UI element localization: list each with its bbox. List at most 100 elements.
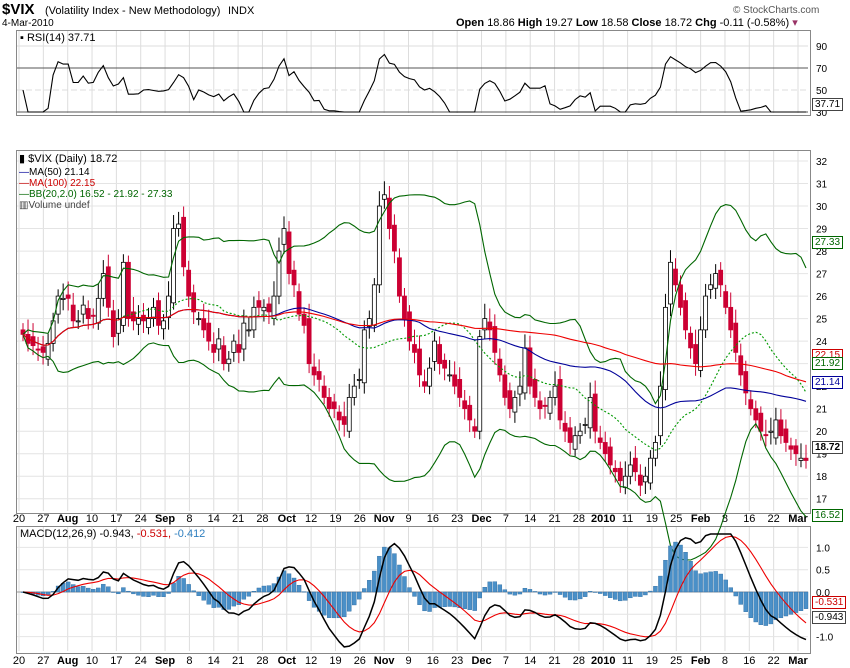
x-tick-label: 11 bbox=[622, 655, 633, 667]
candle-body bbox=[748, 399, 754, 410]
macd-histogram-bar bbox=[296, 585, 302, 593]
legend-ma50-label: MA(50) 21.14 bbox=[29, 167, 90, 178]
x-tick-label: 25 bbox=[670, 513, 682, 525]
macd-histogram-bar bbox=[487, 581, 492, 593]
x-tick-label: Dec bbox=[471, 655, 491, 667]
x-tick-label: Mar bbox=[788, 655, 808, 667]
source-credit: © StockCharts.com bbox=[733, 5, 820, 16]
candle-body bbox=[40, 346, 46, 353]
macd-histogram-bar bbox=[497, 584, 503, 593]
candle-body bbox=[221, 345, 227, 365]
macd-histogram-bar bbox=[186, 584, 191, 593]
candle-body bbox=[176, 223, 181, 229]
candle-body bbox=[557, 379, 563, 421]
candle-body bbox=[602, 442, 608, 455]
candle-body bbox=[788, 445, 794, 450]
candle-body bbox=[437, 344, 442, 365]
candle-body bbox=[161, 320, 166, 330]
macd-histogram-bar bbox=[146, 591, 151, 597]
candle-body bbox=[668, 261, 673, 305]
high-value: 19.27 bbox=[545, 17, 573, 29]
x-tick-label: 28 bbox=[573, 655, 585, 667]
down-triangle-icon: ▾ bbox=[792, 17, 798, 29]
candle-body bbox=[105, 266, 111, 308]
candle-body bbox=[231, 340, 237, 353]
candle-body bbox=[442, 359, 448, 369]
candle-body bbox=[402, 295, 407, 320]
candle-body bbox=[562, 422, 568, 432]
candle-body bbox=[778, 419, 784, 437]
open-value: 18.86 bbox=[487, 17, 515, 29]
candle-body bbox=[432, 340, 437, 362]
x-tick-label: Aug bbox=[57, 513, 78, 525]
legend-vix-label: $VIX (Daily) 18.72 bbox=[28, 153, 118, 165]
candle-body bbox=[617, 467, 623, 482]
price-tick-label: 25 bbox=[816, 315, 828, 326]
macd-histogram-bar bbox=[437, 591, 442, 608]
macd-histogram-bar bbox=[432, 591, 437, 608]
candle-body bbox=[552, 385, 558, 398]
candle-body bbox=[713, 273, 719, 289]
macd-histogram-bar bbox=[91, 589, 96, 593]
macd-histogram-bar bbox=[321, 591, 327, 616]
macd-histogram-bar bbox=[387, 547, 392, 593]
candle-body bbox=[321, 385, 327, 398]
price-tick-label: 21 bbox=[816, 405, 828, 416]
candle-body bbox=[738, 355, 744, 376]
candle-body bbox=[392, 224, 397, 252]
x-tick-label: 21 bbox=[548, 655, 560, 667]
candle-body bbox=[206, 322, 212, 342]
candle-body bbox=[291, 269, 297, 286]
macd-histogram-bar bbox=[562, 591, 568, 598]
candle-body bbox=[306, 318, 312, 365]
x-tick-label: 20 bbox=[13, 513, 25, 525]
x-tick-label: 22 bbox=[768, 513, 780, 525]
candle-body bbox=[356, 379, 362, 381]
x-tick-label: 27 bbox=[37, 513, 49, 525]
candle-body bbox=[427, 367, 432, 387]
candle-body bbox=[793, 445, 799, 455]
rsi-tick-label: 50 bbox=[816, 86, 828, 97]
macd-histogram-bar bbox=[542, 591, 548, 596]
candle-body bbox=[171, 228, 176, 304]
macd-histogram-bar bbox=[382, 546, 387, 593]
bb-mid-tag: 21.92 bbox=[812, 357, 844, 370]
x-tick-label: 28 bbox=[573, 513, 585, 525]
macd-histogram-bar bbox=[648, 590, 653, 593]
x-tick-label: 12 bbox=[305, 655, 317, 667]
x-tick-label: 21 bbox=[232, 655, 244, 667]
macd-histogram-bar bbox=[291, 577, 297, 593]
macd-histogram-bar bbox=[472, 591, 477, 611]
macd-histogram-bar bbox=[502, 589, 508, 593]
x-tick-label: 24 bbox=[135, 513, 147, 525]
macd-histogram-bar bbox=[256, 587, 262, 593]
macd-histogram-bar bbox=[121, 587, 126, 593]
candle-body bbox=[316, 371, 322, 380]
close-value: 18.72 bbox=[664, 17, 693, 29]
macd-tick-label: -1.0 bbox=[816, 633, 834, 644]
macd-histogram-bar bbox=[572, 591, 578, 601]
macd-histogram-bar bbox=[342, 591, 347, 618]
candle-body bbox=[407, 311, 412, 342]
x-tick-label: 9 bbox=[405, 655, 411, 667]
macd-histogram-bar bbox=[628, 591, 633, 599]
x-tick-label: 12 bbox=[305, 513, 317, 525]
rsi-panel bbox=[16, 30, 811, 116]
x-tick-label: 2010 bbox=[591, 513, 615, 525]
bb-line-icon: — bbox=[19, 189, 29, 200]
macd-histogram-bar bbox=[613, 591, 618, 600]
macd-histogram-bar bbox=[412, 591, 417, 597]
macd-histogram-bar bbox=[618, 591, 623, 602]
price-tick-label: 24 bbox=[816, 337, 828, 348]
macd-histogram-bar bbox=[633, 591, 638, 597]
symbol: $VIX bbox=[2, 1, 35, 18]
macd-histogram-bar bbox=[362, 588, 367, 593]
price-tick-label: 17 bbox=[816, 495, 828, 506]
candle-body bbox=[728, 306, 734, 331]
price-tick-label: 32 bbox=[816, 157, 828, 168]
macd-histogram-bar bbox=[552, 591, 558, 593]
macd-histogram-bar bbox=[698, 573, 703, 593]
candle-body bbox=[612, 467, 618, 473]
macd-histogram-bar bbox=[788, 591, 794, 615]
price-tick-label: 29 bbox=[816, 225, 828, 236]
